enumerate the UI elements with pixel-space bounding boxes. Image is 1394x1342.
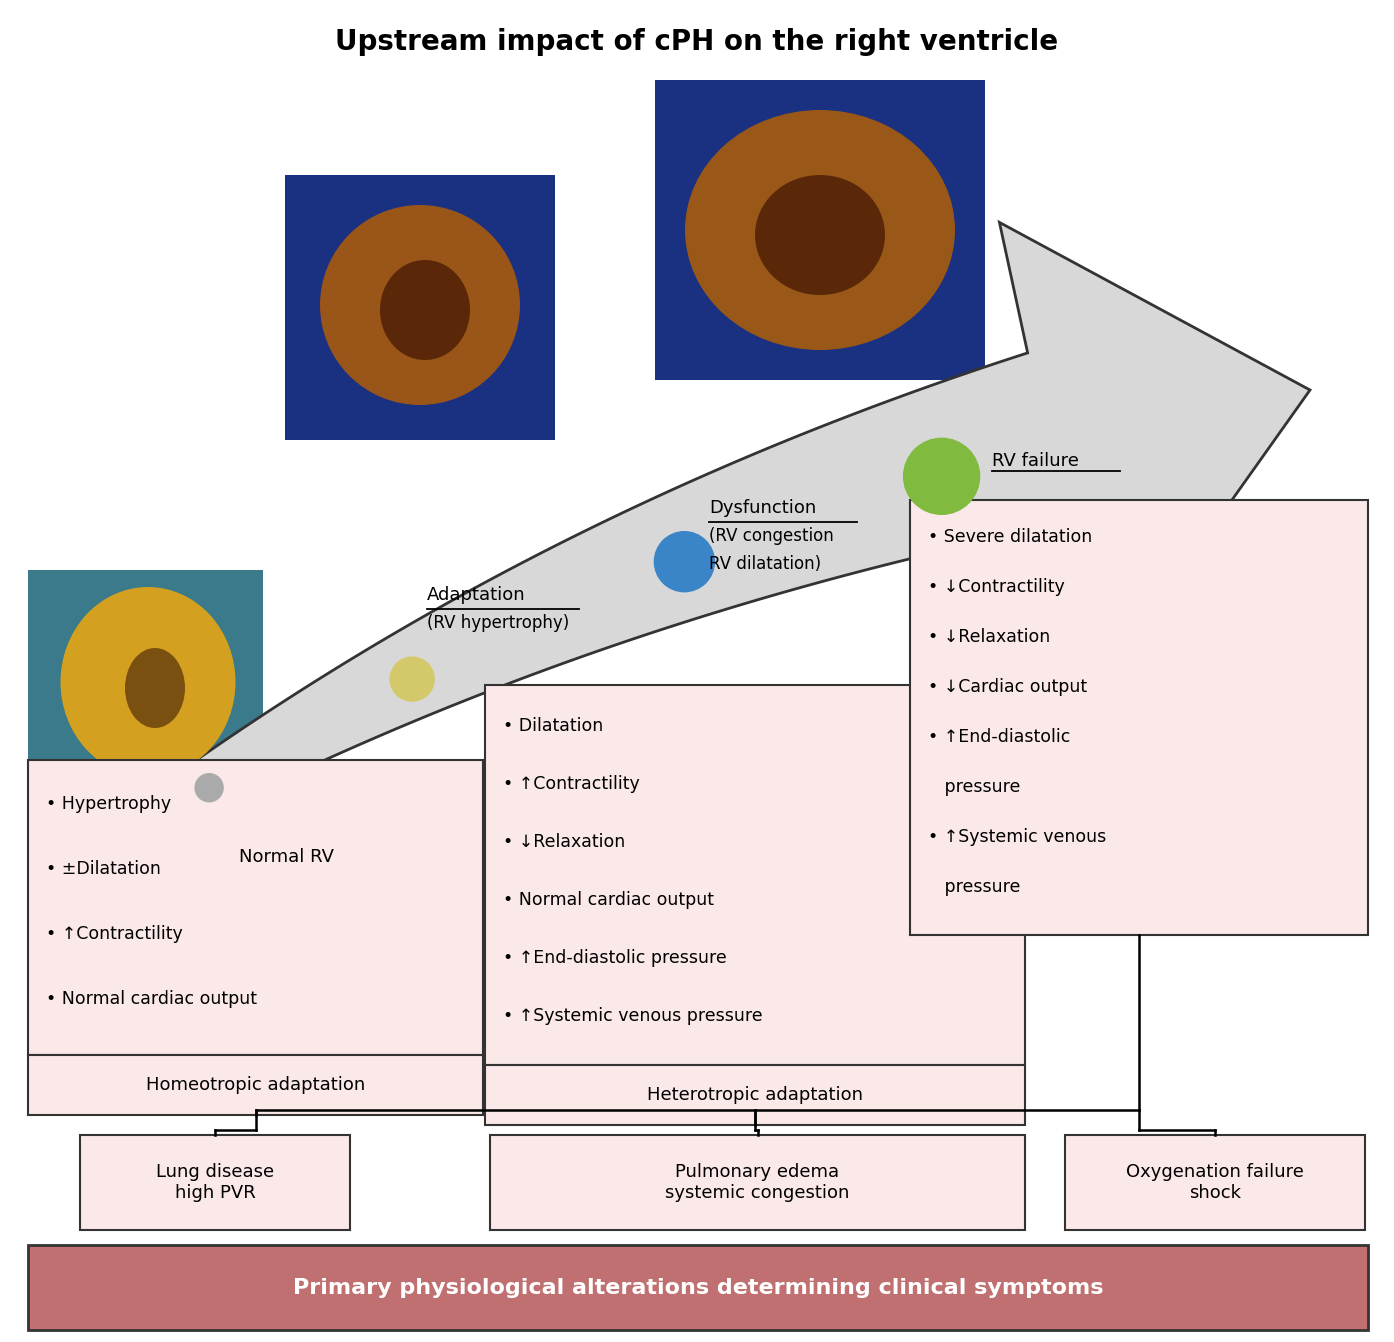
Text: • ↑Systemic venous: • ↑Systemic venous (928, 828, 1107, 845)
FancyBboxPatch shape (28, 760, 482, 1055)
Ellipse shape (756, 174, 885, 295)
Ellipse shape (684, 110, 955, 350)
Circle shape (390, 658, 434, 701)
Text: • ↑Contractility: • ↑Contractility (46, 925, 183, 943)
Text: RV failure: RV failure (991, 452, 1079, 470)
Text: Heterotropic adaptation: Heterotropic adaptation (647, 1086, 863, 1104)
Text: pressure: pressure (928, 778, 1020, 796)
FancyBboxPatch shape (79, 1135, 350, 1231)
FancyBboxPatch shape (910, 501, 1368, 935)
Circle shape (903, 439, 980, 514)
Ellipse shape (321, 205, 520, 405)
Circle shape (654, 531, 714, 592)
FancyBboxPatch shape (1065, 1135, 1365, 1231)
Text: • Severe dilatation: • Severe dilatation (928, 527, 1093, 546)
Text: Primary physiological alterations determining clinical symptoms: Primary physiological alterations determ… (293, 1278, 1103, 1298)
FancyBboxPatch shape (28, 1245, 1368, 1330)
Text: • Hypertrophy: • Hypertrophy (46, 794, 171, 813)
Text: • ↑Systemic venous pressure: • ↑Systemic venous pressure (503, 1006, 763, 1025)
FancyBboxPatch shape (491, 1135, 1025, 1231)
Text: • ↑End-diastolic pressure: • ↑End-diastolic pressure (503, 949, 726, 968)
Text: • ↑End-diastolic: • ↑End-diastolic (928, 727, 1071, 746)
Text: pressure: pressure (928, 878, 1020, 896)
Ellipse shape (60, 586, 236, 777)
Text: • ↑Contractility: • ↑Contractility (503, 774, 640, 793)
FancyBboxPatch shape (284, 174, 555, 440)
Text: Dysfunction: Dysfunction (710, 499, 817, 517)
Text: • ↓Relaxation: • ↓Relaxation (503, 833, 626, 851)
FancyBboxPatch shape (28, 570, 263, 794)
FancyBboxPatch shape (485, 1066, 1025, 1125)
FancyBboxPatch shape (655, 81, 986, 380)
FancyBboxPatch shape (28, 1055, 482, 1115)
Text: Pulmonary edema
systemic congestion: Pulmonary edema systemic congestion (665, 1164, 850, 1202)
Text: (RV hypertrophy): (RV hypertrophy) (427, 615, 569, 632)
Text: Upstream impact of cPH on the right ventricle: Upstream impact of cPH on the right vent… (336, 28, 1058, 56)
Text: Oxygenation failure
shock: Oxygenation failure shock (1126, 1164, 1303, 1202)
Ellipse shape (381, 260, 470, 360)
Text: Lung disease
high PVR: Lung disease high PVR (156, 1164, 275, 1202)
Text: • Dilatation: • Dilatation (503, 717, 604, 735)
Text: • Normal cardiac output: • Normal cardiac output (503, 891, 714, 909)
Text: • ↓Relaxation: • ↓Relaxation (928, 628, 1050, 646)
Text: • ↓Contractility: • ↓Contractility (928, 578, 1065, 596)
Polygon shape (142, 223, 1310, 837)
Text: Adaptation: Adaptation (427, 586, 526, 604)
Text: • ↓Cardiac output: • ↓Cardiac output (928, 678, 1087, 696)
Text: (RV congestion: (RV congestion (710, 526, 834, 545)
Text: Homeotropic adaptation: Homeotropic adaptation (146, 1076, 365, 1094)
Text: RV dilatation): RV dilatation) (710, 554, 821, 573)
FancyBboxPatch shape (485, 684, 1025, 1066)
Text: • Normal cardiac output: • Normal cardiac output (46, 990, 256, 1008)
Text: • ±Dilatation: • ±Dilatation (46, 860, 160, 878)
Text: Normal RV: Normal RV (240, 848, 335, 866)
Ellipse shape (125, 648, 185, 727)
Circle shape (195, 774, 223, 801)
